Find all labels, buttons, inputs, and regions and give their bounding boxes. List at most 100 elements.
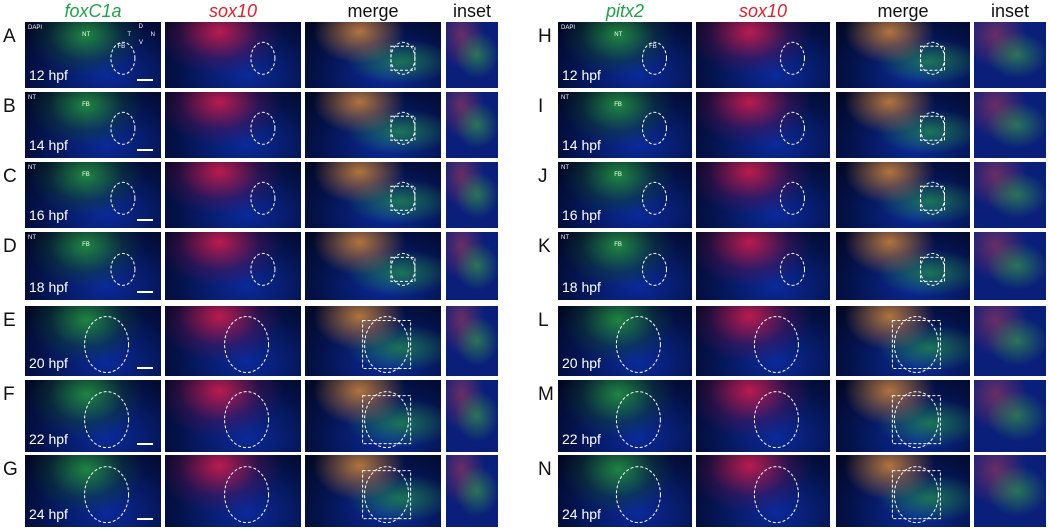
column-header: pitx2 xyxy=(605,1,645,21)
time-label: 22 hpf xyxy=(562,431,601,447)
time-label: 20 hpf xyxy=(562,355,601,371)
eye-outline xyxy=(390,181,416,215)
overlay xyxy=(779,41,805,75)
eye-outline xyxy=(919,111,945,145)
compass-label: V xyxy=(138,40,143,46)
region-label: FB xyxy=(614,242,622,248)
overlay xyxy=(779,252,805,286)
inset-box xyxy=(919,115,945,141)
panel-letter: N xyxy=(538,459,552,480)
eye-outline xyxy=(641,41,667,75)
inset-box xyxy=(362,470,412,520)
overlay xyxy=(641,252,667,286)
panel-letter: F xyxy=(3,384,15,405)
micrograph: 22 hpf xyxy=(25,380,161,452)
micrograph xyxy=(696,162,830,228)
region-label: FB xyxy=(649,44,657,50)
region-label: NT xyxy=(28,165,36,171)
eye-outline xyxy=(110,41,136,75)
eye-outline xyxy=(250,252,276,286)
micrograph xyxy=(974,306,1046,376)
micrograph xyxy=(974,455,1046,527)
time-label: 12 hpf xyxy=(562,67,601,83)
overlay xyxy=(779,111,805,145)
micrograph xyxy=(305,92,441,158)
overlay xyxy=(84,466,153,524)
time-label: 18 hpf xyxy=(29,279,68,295)
panel-letter: H xyxy=(538,26,552,47)
inset-box xyxy=(390,45,416,71)
eye-outline xyxy=(84,316,130,373)
region-label: FB xyxy=(614,102,622,108)
time-label: 14 hpf xyxy=(29,137,68,153)
panel-letter: C xyxy=(3,166,17,187)
eye-outline xyxy=(224,466,270,524)
inset-box xyxy=(390,185,416,211)
micrograph xyxy=(305,306,441,376)
time-label: 22 hpf xyxy=(29,431,68,447)
column-header: inset xyxy=(452,1,492,21)
overlay xyxy=(250,41,276,75)
inset-box xyxy=(919,256,945,282)
eye-outline xyxy=(919,41,945,75)
eye-outline xyxy=(250,41,276,75)
overlay xyxy=(110,252,153,293)
eye-outline xyxy=(84,466,130,524)
micrograph xyxy=(446,455,498,527)
micrograph xyxy=(696,455,830,527)
eye-outline xyxy=(641,252,667,286)
eye-outline xyxy=(753,391,799,449)
micrograph xyxy=(696,22,830,88)
panel-letter: L xyxy=(538,310,549,331)
overlay xyxy=(390,111,416,145)
region-label: FB xyxy=(117,44,126,50)
eye-outline xyxy=(779,111,805,145)
inset-box xyxy=(891,470,941,520)
eye-outline xyxy=(641,181,667,215)
overlay xyxy=(919,181,945,215)
panel-letter: D xyxy=(3,236,17,257)
micrograph: 24 hpf xyxy=(25,455,161,527)
region-label: NT xyxy=(561,95,569,101)
micrograph xyxy=(305,232,441,300)
micrograph xyxy=(696,380,830,452)
eye-outline xyxy=(753,316,799,373)
overlay xyxy=(110,181,153,221)
overlay xyxy=(110,111,153,151)
overlay xyxy=(110,41,153,81)
micrograph xyxy=(305,22,441,88)
region-label: DAPI xyxy=(561,25,576,31)
micrograph xyxy=(165,162,301,228)
micrograph xyxy=(165,306,301,376)
overlay xyxy=(362,391,412,449)
time-label: 24 hpf xyxy=(29,506,68,522)
region-label: FB xyxy=(82,102,90,108)
micrograph xyxy=(836,232,970,300)
eye-outline xyxy=(224,391,270,449)
overlay xyxy=(390,41,416,75)
overlay xyxy=(615,316,661,373)
time-label: 18 hpf xyxy=(562,279,601,295)
overlay xyxy=(753,316,799,373)
column-header: foxC1a xyxy=(64,1,122,21)
region-label: NT xyxy=(614,32,623,38)
region-label: FB xyxy=(614,172,622,178)
micrograph: 14 hpf NT FB xyxy=(25,92,161,158)
micrograph xyxy=(446,306,498,376)
micrograph xyxy=(974,92,1046,158)
eye-outline xyxy=(390,252,416,286)
overlay xyxy=(641,41,667,75)
micrograph xyxy=(446,380,498,452)
region-label: FB xyxy=(82,172,90,178)
micrograph xyxy=(696,92,830,158)
overlay xyxy=(390,252,416,286)
inset-box xyxy=(919,45,945,71)
micrograph xyxy=(305,162,441,228)
micrograph: 14 hpf NT FB xyxy=(558,92,692,158)
overlay xyxy=(891,391,941,449)
overlay xyxy=(615,391,661,449)
eye-outline xyxy=(390,111,416,145)
micrograph xyxy=(165,232,301,300)
eye-outline xyxy=(250,111,276,145)
micrograph xyxy=(305,455,441,527)
